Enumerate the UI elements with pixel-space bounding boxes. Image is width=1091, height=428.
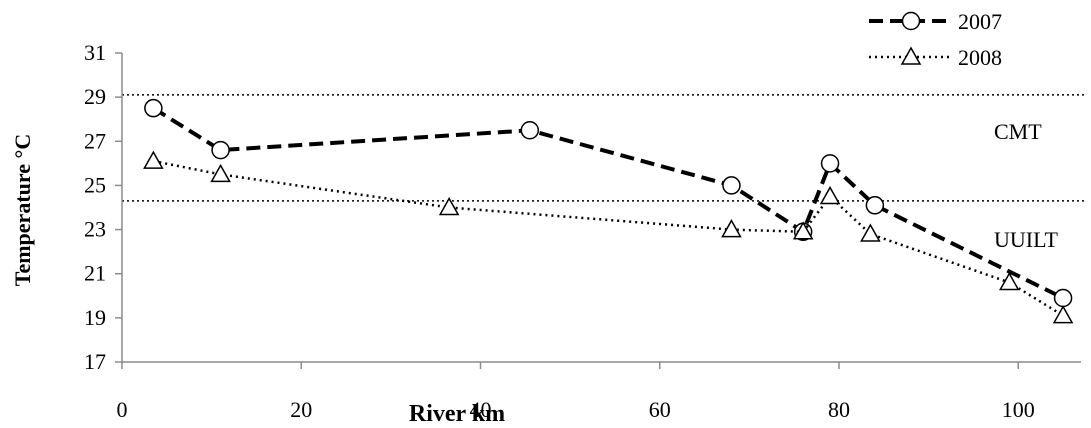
data-point-2008: [210, 163, 231, 183]
legend-item-2008: 2008: [869, 45, 1002, 70]
data-point-2008: [1052, 305, 1074, 324]
axes: [121, 53, 1081, 363]
data-point-2007: [1053, 288, 1073, 308]
data-point-2008: [999, 272, 1020, 291]
data-point-2007: [211, 140, 230, 160]
data-point-2008: [721, 219, 742, 238]
data-point-2007: [144, 98, 163, 118]
legend-label-2007: 2007: [958, 9, 1002, 34]
x-tick-label: 100: [1002, 397, 1035, 422]
x-tick-label: 20: [290, 397, 312, 422]
data-point-2007: [820, 154, 840, 173]
data-point-2008: [438, 196, 460, 216]
data-point-2008: [819, 185, 841, 205]
legend-label-2008: 2008: [958, 45, 1002, 70]
legend-marker-2008: [900, 46, 922, 65]
y-tick-label: 21: [84, 261, 106, 286]
tick-marks: [115, 52, 1020, 369]
reference-labels: CMT UUILT: [994, 119, 1059, 252]
y-tick-label: 23: [84, 217, 106, 242]
legend-item-2007: 2007: [869, 9, 1002, 34]
legend-marker-2007: [901, 11, 921, 31]
x-tick-label: 60: [649, 397, 671, 422]
y-axis-title: Temperature °C: [10, 134, 35, 286]
data-point-2007: [520, 121, 540, 140]
y-tick-label: 25: [84, 172, 106, 197]
series-layer: [143, 98, 1074, 324]
x-tick-label: 80: [828, 397, 850, 422]
series-line-2007: [152, 106, 1064, 300]
data-point-2008: [860, 223, 881, 242]
series-line-2008: [153, 159, 1064, 317]
tick-labels: 17 19 21 23 25 27 29 31 0 20 40 60 80 100: [84, 40, 1035, 422]
data-point-2008: [143, 150, 164, 169]
legend: 2007 2008: [869, 9, 1002, 70]
y-tick-label: 27: [84, 128, 106, 153]
x-axis-title: River km: [409, 401, 505, 427]
x-tick-label: 0: [117, 397, 128, 422]
y-tick-label: 29: [84, 84, 106, 109]
data-point-2007: [865, 196, 885, 215]
x-tick-label: 40: [470, 397, 492, 422]
reference-label-uuilt: UUILT: [994, 227, 1059, 252]
reference-lines: [122, 94, 1087, 202]
reference-label-cmt: CMT: [994, 119, 1042, 144]
data-point-2007: [722, 176, 741, 195]
y-tick-label: 31: [84, 40, 106, 65]
y-tick-label: 19: [84, 305, 106, 330]
y-tick-label: 17: [84, 349, 106, 374]
data-point-2008: [792, 221, 814, 240]
